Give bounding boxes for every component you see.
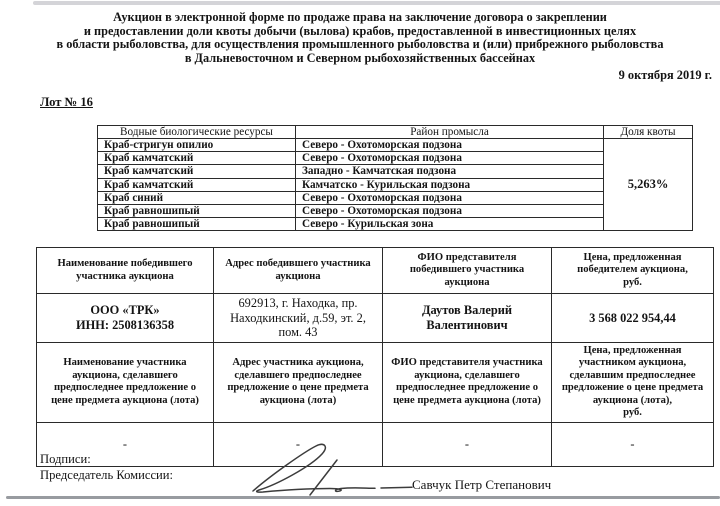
quota-table: Водные биологические ресурсы Район промы… — [97, 125, 693, 232]
quota-table-header-row: Водные биологические ресурсы Район промы… — [97, 125, 693, 139]
table-row: Краб равношипый Северо - Охотоморская по… — [97, 203, 693, 219]
runner-up-representative-header: ФИО представителя участника аукциона, сд… — [382, 341, 552, 424]
page-top-edge — [33, 1, 720, 5]
winner-price-cell: 3 568 022 954,44 — [551, 293, 714, 343]
title-line: Аукцион в электронной форме по продаже п… — [113, 10, 607, 24]
winner-name-cell: ООО «ТРК» ИНН: 2508136358 — [36, 293, 214, 343]
document-title: Аукцион в электронной форме по продаже п… — [0, 10, 720, 65]
quota-share-value: 5,263% — [603, 137, 693, 232]
column-header-quota: Доля квоты — [603, 125, 693, 139]
area-cell: Северо - Охотоморская подзона — [295, 151, 604, 166]
winner-header-row: Наименование победившего участника аукци… — [36, 247, 714, 294]
winner-representative-header: ФИО представителя победившего участника … — [382, 247, 552, 294]
chairman-signature — [252, 443, 413, 499]
runner-up-price-header: Цена, предложенная участником аукциона, … — [551, 341, 714, 424]
area-cell: Северо - Охотоморская подзона — [295, 137, 604, 153]
column-header-resource: Водные биологические ресурсы — [97, 125, 296, 139]
title-line: в области рыболовства, для осуществления… — [56, 37, 664, 52]
runner-up-price-cell: - — [551, 422, 714, 468]
lot-number: Лот № 16 — [40, 95, 93, 109]
chairman-name: Савчук Петр Степанович — [412, 477, 552, 492]
column-header-area: Район промысла — [295, 125, 604, 139]
area-cell: Северо - Охотоморская подзона — [295, 203, 604, 219]
table-row: Краб синий Северо - Охотоморская подзона — [97, 190, 693, 205]
winner-representative-cell: Даутов Валерий Валентинович — [382, 293, 552, 343]
table-row: Краб-стригун опилио Северо - Охотоморска… — [97, 137, 693, 232]
runner-up-data-row: - - - - — [36, 422, 714, 468]
resource-cell: Краб синий — [97, 190, 296, 205]
runner-up-header-row: Наименование участника аукциона, сделавш… — [36, 341, 714, 424]
area-cell: Северо - Охотоморская подзона — [295, 190, 604, 205]
runner-up-address-header: Адрес участника аукциона, сделавшего пре… — [213, 341, 383, 424]
winner-address-header: Адрес победившего участника аукциона — [213, 247, 383, 294]
chairman-label: Председатель Комиссии: — [40, 468, 174, 482]
area-cell: Западно - Камчатская подзона — [295, 164, 604, 179]
area-cell: Камчатско - Курильская подзона — [295, 177, 604, 192]
signatures-label: Подписи: — [40, 452, 91, 466]
resource-cell: Краб равношипый — [97, 217, 296, 232]
winner-name-header: Наименование победившего участника аукци… — [36, 247, 214, 294]
runner-up-representative-cell: - — [382, 422, 552, 468]
table-row: Краб равношипый Северо - Курильская зона — [97, 217, 693, 232]
table-row: Краб камчатский Камчатско - Курильская п… — [97, 177, 693, 192]
resource-cell: Краб камчатский — [97, 151, 296, 166]
resource-cell: Краб камчатский — [97, 177, 296, 192]
winner-address-cell: 692913, г. Находка, пр. Находкинский, д.… — [213, 293, 383, 343]
results-table: Наименование победившего участника аукци… — [36, 247, 714, 468]
resource-cell: Краб камчатский — [97, 164, 296, 179]
title-line: и предоставлении доли квоты добычи (выло… — [83, 23, 637, 38]
resource-cell: Краб-стригун опилио — [97, 137, 296, 153]
title-line: в Дальневосточном и Северном рыбохозяйст… — [184, 50, 536, 65]
runner-up-name-header: Наименование участника аукциона, сделавш… — [36, 341, 214, 424]
area-cell: Северо - Курильская зона — [295, 217, 604, 232]
runner-up-name-cell: - — [36, 422, 214, 468]
document-date: 9 октября 2019 г. — [618, 68, 712, 82]
winner-data-row: ООО «ТРК» ИНН: 2508136358 692913, г. Нах… — [36, 293, 714, 343]
winner-price-header: Цена, предложенная победителем аукциона,… — [551, 247, 714, 294]
page-bottom-edge — [6, 496, 720, 499]
table-row: Краб камчатский Западно - Камчатская под… — [97, 164, 693, 179]
table-row: Краб камчатский Северо - Охотоморская по… — [97, 151, 693, 166]
resource-cell: Краб равношипый — [97, 203, 296, 219]
